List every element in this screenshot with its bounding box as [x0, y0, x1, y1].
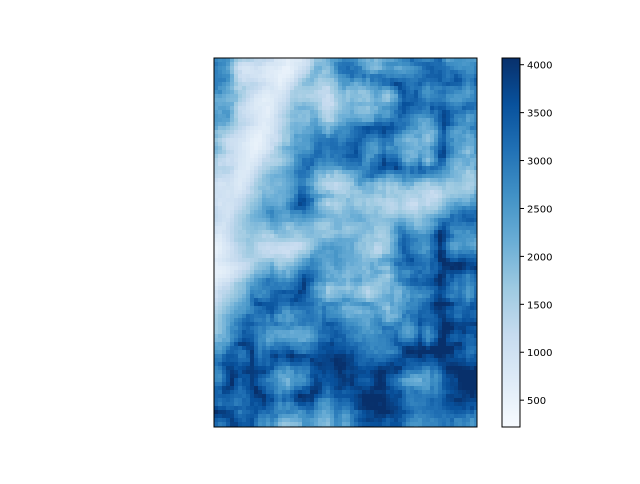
colorbar: [502, 58, 520, 427]
colorbar-tick-label: 2000: [527, 252, 552, 263]
colorbar-ticks: 500 1000 1500 2000 2500 3000 3500 4000: [520, 61, 552, 407]
elevation-heatmap: [214, 58, 478, 430]
colorbar-tick-label: 3000: [527, 157, 552, 168]
colorbar-tick-label: 1000: [527, 348, 552, 359]
colorbar-tick-label: 1500: [527, 300, 552, 311]
colorbar-tick-label: 3500: [527, 109, 552, 120]
colorbar-tick-label: 4000: [527, 61, 552, 72]
colorbar-tick-label: 500: [527, 396, 546, 407]
colorbar-tick-label: 2500: [527, 204, 552, 215]
